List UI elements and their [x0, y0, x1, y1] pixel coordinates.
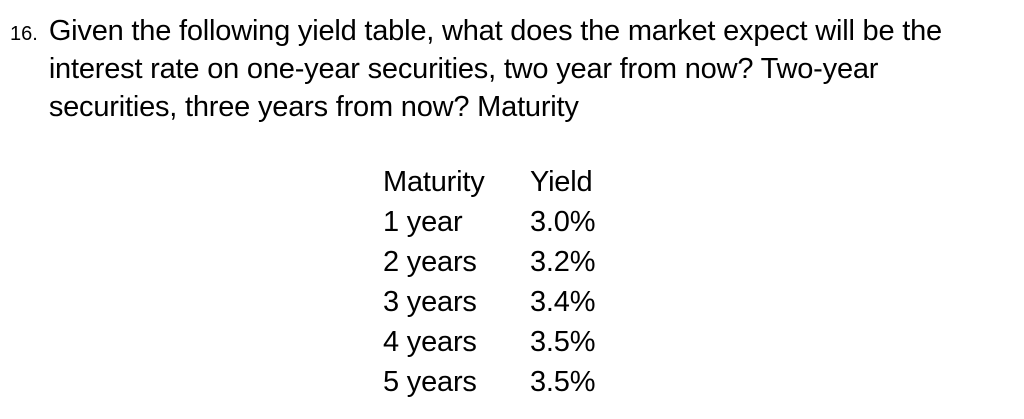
table-row: 3 years 3.4% — [383, 282, 596, 322]
question-line: securities, three years from now? Maturi… — [48, 91, 579, 123]
question-text: Given the following yield table, what do… — [49, 12, 942, 126]
maturity-cell: 5 years — [383, 366, 477, 398]
maturity-cell: 3 years — [383, 286, 477, 318]
table-header-row: Maturity Yield — [383, 162, 595, 202]
question-number: 16. — [10, 23, 38, 45]
yield-cell: 3.0% — [530, 206, 596, 238]
question-line: Given the following yield table, what do… — [48, 15, 942, 47]
table-row: 4 years 3.5% — [383, 322, 596, 362]
maturity-column-header: Maturity — [383, 166, 485, 198]
table-row: 2 years 3.2% — [383, 242, 596, 282]
maturity-cell: 2 years — [383, 246, 477, 278]
yield-column-header: Yield — [530, 166, 593, 198]
maturity-cell: 4 years — [383, 326, 477, 358]
question-line: interest rate on one-year securities, tw… — [48, 53, 879, 85]
yield-cell: 3.2% — [530, 246, 596, 278]
yield-table: Maturity Yield 1 year 3.0% 2 years 3.2% … — [383, 162, 596, 402]
yield-cell: 3.5% — [530, 326, 596, 358]
yield-cell: 3.5% — [530, 366, 596, 398]
table-row: 1 year 3.0% — [383, 202, 596, 242]
yield-cell: 3.4% — [530, 286, 596, 318]
table-row: 5 years 3.5% — [383, 362, 596, 402]
question-block: 16. Given the following yield table, wha… — [10, 12, 942, 126]
maturity-cell: 1 year — [383, 206, 463, 238]
